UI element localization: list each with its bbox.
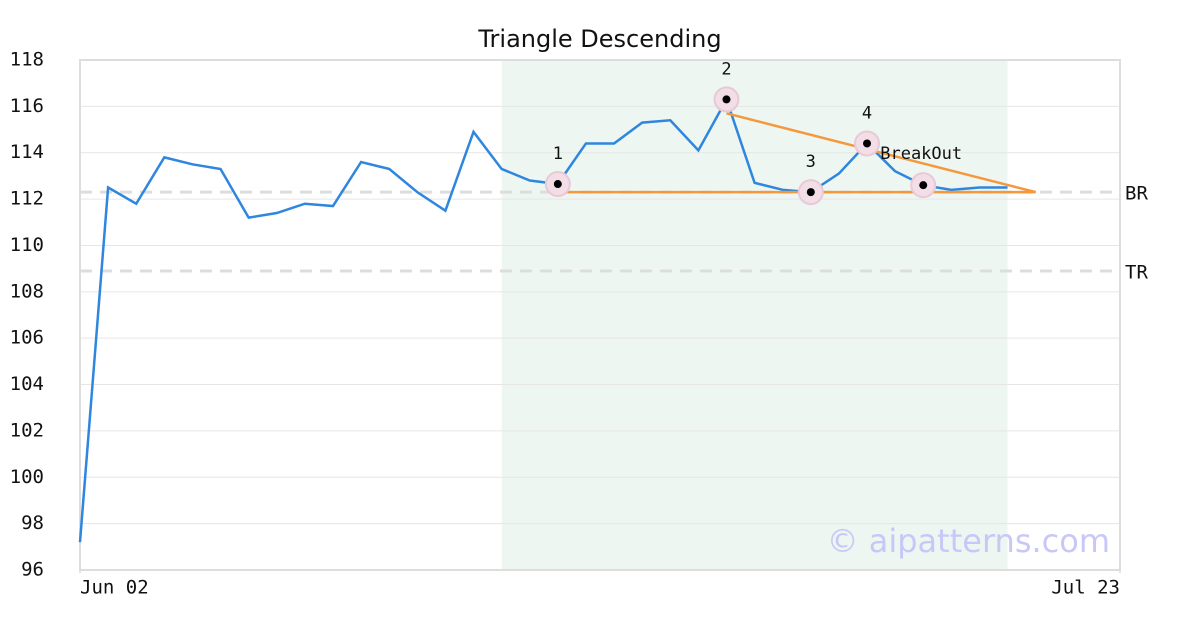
point-label: 2 [721,59,731,79]
plot-frame [79,59,1121,571]
y-tick-label: 110 [10,234,44,256]
hline-label: BR [1125,183,1148,205]
chart-title: Triangle Descending [477,25,721,53]
y-tick-label: 108 [10,280,44,302]
pattern-point [553,180,562,189]
y-tick-label: 98 [21,512,44,534]
y-tick-label: 114 [10,141,44,163]
pattern-point [919,181,928,190]
trendline [726,112,1036,194]
watermark: © aipatterns.com [827,522,1110,560]
hline-label: TR [1125,261,1148,283]
y-tick-label: 118 [10,49,44,71]
y-tick-label: 100 [10,466,44,488]
y-tick-label: 112 [10,188,44,210]
point-label: 3 [806,152,816,172]
pattern-point [863,139,872,148]
shaded-region [501,60,1008,570]
y-tick-label: 116 [10,95,44,117]
pattern-point [806,188,815,197]
y-tick-label: 102 [10,419,44,441]
point-label: BreakOut [880,144,962,164]
series-line [78,96,1008,543]
x-tick-label: Jul 23 [1051,577,1120,599]
y-tick-label: 96 [21,559,44,581]
y-tick-label: 106 [10,327,44,349]
point-label: 1 [553,144,563,164]
pattern-point [722,95,731,104]
x-tick-label: Jun 02 [80,577,149,599]
y-tick-label: 104 [10,373,44,395]
point-label: 4 [862,103,872,123]
